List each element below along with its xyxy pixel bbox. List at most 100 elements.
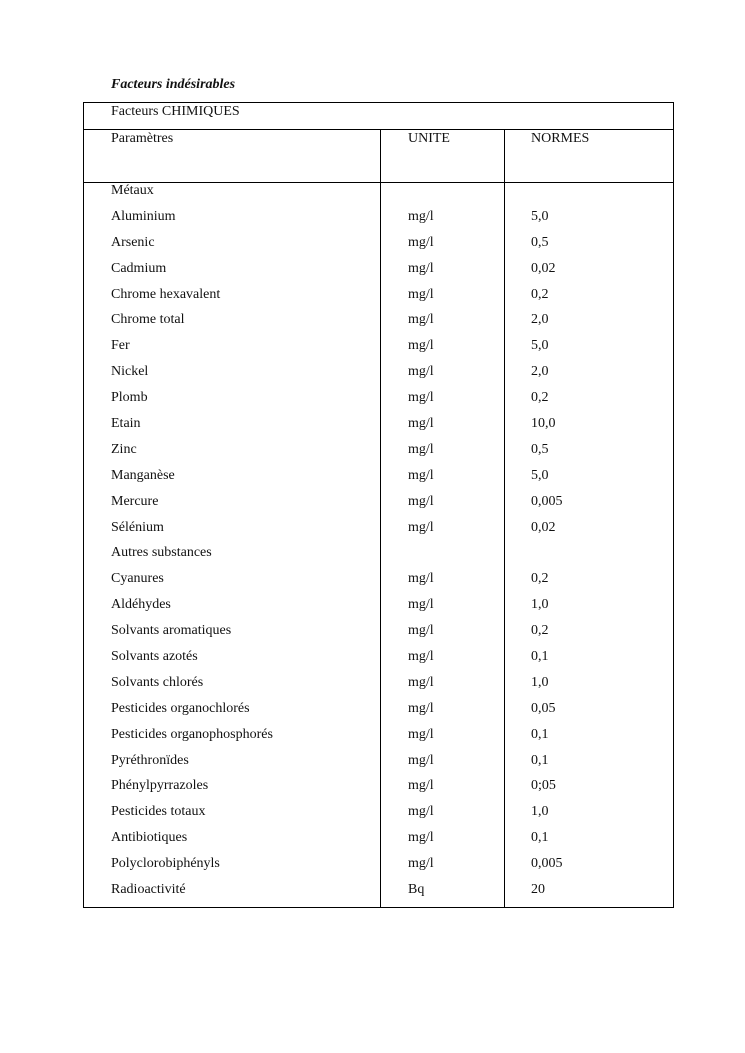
- cell-norm: 10,0: [531, 416, 556, 432]
- table-row: Solvants chlorés mg/l 1,0: [84, 675, 673, 701]
- cell-norm: 0;05: [531, 778, 556, 794]
- table-body: Métaux Aluminium mg/l 5,0 Arsenic mg/l 0,5 Cadm…: [84, 183, 673, 908]
- cell-norm: 5,0: [531, 338, 549, 354]
- cell-param: Sélénium: [111, 519, 164, 535]
- cell-param: Aldéhydes: [111, 597, 171, 613]
- header-unit: UNITE: [408, 131, 450, 146]
- cell-unit: mg/l: [408, 493, 434, 509]
- cell-param: Plomb: [111, 390, 148, 406]
- cell-unit: mg/l: [408, 208, 434, 224]
- table-row: Solvants azotés mg/l 0,1: [84, 649, 673, 675]
- cell-param: Cyanures: [111, 571, 164, 587]
- table-row: Pesticides organochlorés mg/l 0,05: [84, 701, 673, 727]
- cell-param: Antibiotiques: [111, 830, 188, 846]
- cell-norm: 0,05: [531, 700, 556, 716]
- table-row: Sélénium mg/l 0,02: [84, 520, 673, 546]
- column-divider: [504, 130, 505, 907]
- table-row: Aldéhydes mg/l 1,0: [84, 597, 673, 623]
- cell-param: Autres substances: [111, 545, 212, 561]
- cell-param: Métaux: [111, 183, 154, 198]
- column-divider: [380, 130, 381, 907]
- table-row: Manganèse mg/l 5,0: [84, 468, 673, 494]
- cell-param: Aluminium: [111, 208, 176, 224]
- cell-param: Pyréthronïdes: [111, 752, 189, 768]
- cell-param: Mercure: [111, 493, 159, 509]
- cell-param: Etain: [111, 416, 141, 432]
- section-label: Facteurs CHIMIQUES: [111, 104, 240, 119]
- cell-unit: mg/l: [408, 597, 434, 613]
- cell-unit: mg/l: [408, 623, 434, 639]
- cell-param: Pesticides totaux: [111, 804, 206, 820]
- norms-table: Facteurs CHIMIQUES Paramètres UNITE NORM…: [83, 102, 674, 908]
- table-row: Aluminium mg/l 5,0: [84, 209, 673, 235]
- table-row: Arsenic mg/l 0,5: [84, 235, 673, 261]
- cell-norm: 0,1: [531, 752, 549, 768]
- cell-unit: mg/l: [408, 804, 434, 820]
- cell-norm: 5,0: [531, 208, 549, 224]
- cell-param: Cadmium: [111, 260, 167, 276]
- cell-norm: 20: [531, 882, 545, 898]
- cell-unit: mg/l: [408, 519, 434, 535]
- cell-norm: 0,1: [531, 726, 549, 742]
- table-section-row: Facteurs CHIMIQUES: [84, 103, 673, 130]
- table-row: Nickel mg/l 2,0: [84, 364, 673, 390]
- table-row: Chrome total mg/l 2,0: [84, 312, 673, 338]
- cell-unit: mg/l: [408, 830, 434, 846]
- cell-unit: mg/l: [408, 416, 434, 432]
- cell-norm: 0,02: [531, 260, 556, 276]
- table-row: Antibiotiques mg/l 0,1: [84, 830, 673, 856]
- table-row: Polyclorobiphényls mg/l 0,005: [84, 856, 673, 882]
- cell-unit: mg/l: [408, 649, 434, 665]
- table-row: Pesticides totaux mg/l 1,0: [84, 804, 673, 830]
- cell-param: Chrome total: [111, 312, 185, 328]
- cell-param: Pesticides organochlorés: [111, 700, 250, 716]
- cell-unit: mg/l: [408, 338, 434, 354]
- cell-param: Solvants aromatiques: [111, 623, 232, 639]
- cell-unit: mg/l: [408, 260, 434, 276]
- cell-unit: mg/l: [408, 286, 434, 302]
- cell-unit: mg/l: [408, 778, 434, 794]
- table-row: Cadmium mg/l 0,02: [84, 261, 673, 287]
- table-row: Fer mg/l 5,0: [84, 338, 673, 364]
- cell-norm: 1,0: [531, 597, 549, 613]
- table-row: Chrome hexavalent mg/l 0,2: [84, 287, 673, 313]
- cell-norm: 0,02: [531, 519, 556, 535]
- cell-param: Manganèse: [111, 467, 175, 483]
- cell-norm: 0,1: [531, 830, 549, 846]
- cell-unit: mg/l: [408, 752, 434, 768]
- table-header-row: Paramètres UNITE NORMES: [84, 130, 673, 183]
- cell-unit: mg/l: [408, 726, 434, 742]
- cell-unit: mg/l: [408, 364, 434, 380]
- cell-norm: 1,0: [531, 674, 549, 690]
- cell-norm: 2,0: [531, 312, 549, 328]
- table-row: Solvants aromatiques mg/l 0,2: [84, 623, 673, 649]
- header-param: Paramètres: [111, 131, 174, 146]
- table-row: Zinc mg/l 0,5: [84, 442, 673, 468]
- table-row: Pesticides organophosphorés mg/l 0,1: [84, 727, 673, 753]
- cell-param: Nickel: [111, 364, 149, 380]
- table-row: Phénylpyrrazoles mg/l 0;05: [84, 778, 673, 804]
- cell-param: Solvants azotés: [111, 649, 198, 665]
- cell-norm: 0,1: [531, 649, 549, 665]
- table-row: Autres substances: [84, 545, 673, 571]
- cell-unit: mg/l: [408, 390, 434, 406]
- cell-norm: 0,5: [531, 234, 549, 250]
- cell-unit: mg/l: [408, 571, 434, 587]
- cell-param: Radioactivité: [111, 882, 186, 898]
- cell-param: Phénylpyrrazoles: [111, 778, 209, 794]
- cell-unit: mg/l: [408, 234, 434, 250]
- cell-unit: mg/l: [408, 700, 434, 716]
- table-row: Pyréthronïdes mg/l 0,1: [84, 753, 673, 779]
- section-title: Facteurs indésirables: [111, 77, 236, 92]
- cell-norm: 0,2: [531, 623, 549, 639]
- table-row: Etain mg/l 10,0: [84, 416, 673, 442]
- cell-norm: 0,2: [531, 390, 549, 406]
- table-row: Mercure mg/l 0,005: [84, 494, 673, 520]
- cell-param: Fer: [111, 338, 130, 354]
- cell-unit: Bq: [408, 882, 425, 898]
- table-row: Plomb mg/l 0,2: [84, 390, 673, 416]
- cell-param: Pesticides organophosphorés: [111, 726, 273, 742]
- cell-norm: 2,0: [531, 364, 549, 380]
- table-row: Cyanures mg/l 0,2: [84, 571, 673, 597]
- cell-norm: 1,0: [531, 804, 549, 820]
